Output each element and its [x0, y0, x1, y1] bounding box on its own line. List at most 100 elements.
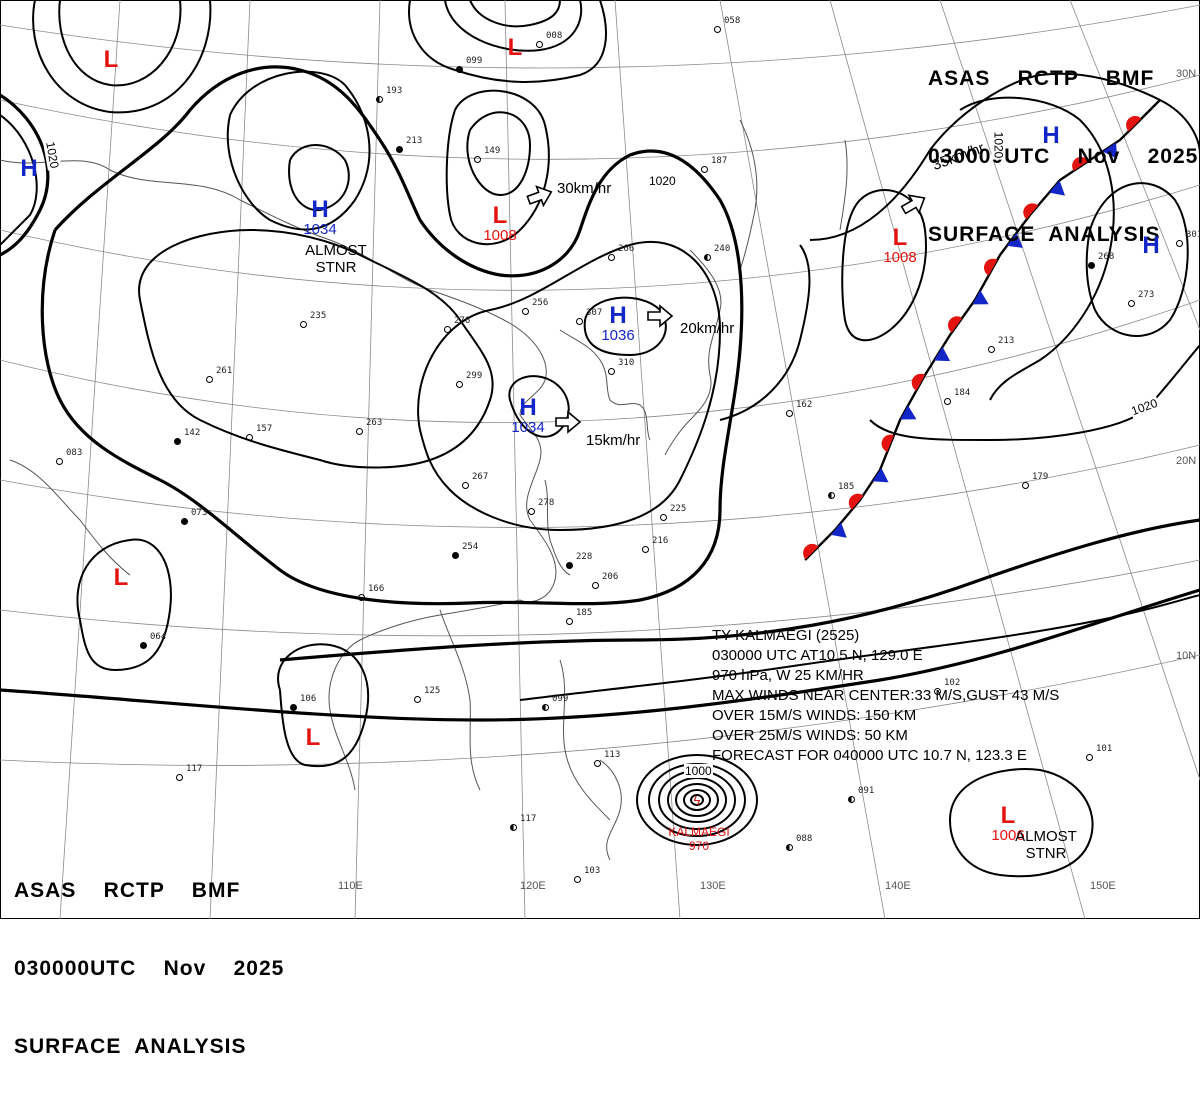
station-reading: 142 — [184, 428, 201, 438]
cold-front-triangle — [972, 290, 989, 305]
station-marker — [246, 434, 253, 441]
station-reading: 301 — [1186, 230, 1200, 240]
station-reading: 261 — [216, 366, 233, 376]
station-marker — [714, 26, 721, 33]
station-marker — [1086, 754, 1093, 761]
station-reading: 273 — [1138, 290, 1155, 300]
station-reading: 058 — [724, 16, 741, 26]
station-reading: 266 — [618, 244, 635, 254]
station-reading: 193 — [386, 86, 403, 96]
station-marker — [786, 410, 793, 417]
movement-speed: 15km/hr — [586, 432, 641, 449]
cold-front-triangle — [1049, 180, 1066, 196]
header-time: 030000UTC Nov 2025 — [928, 145, 1199, 168]
station-reading: 185 — [838, 482, 855, 492]
graticule — [0, 0, 1200, 919]
station-marker — [566, 618, 573, 625]
station-marker — [56, 458, 63, 465]
typhoon-center-pressure: 970 — [688, 839, 710, 853]
station-marker — [462, 482, 469, 489]
stationary-front — [803, 99, 1161, 561]
station-marker — [1022, 482, 1029, 489]
station-marker — [300, 321, 307, 328]
map-header-top: ASAS RCTP BMF 030000UTC Nov 2025 SURFACE… — [928, 14, 1198, 300]
station-reading: 157 — [256, 424, 273, 434]
latitude-label: 10N — [1176, 650, 1197, 662]
station-marker — [576, 318, 583, 325]
longitude-label: 110E — [338, 880, 363, 892]
station-marker — [944, 398, 951, 405]
station-reading: 166 — [368, 584, 385, 594]
station-reading: 310 — [618, 358, 635, 368]
station-marker — [701, 166, 708, 173]
station-marker — [934, 688, 941, 695]
high-pressure-center: H 1034 — [511, 394, 545, 436]
warm-front-semicircle — [848, 493, 864, 510]
warm-front-semicircle — [803, 543, 819, 560]
high-pressure-center: H — [1042, 122, 1060, 149]
warm-front-semicircle — [911, 373, 926, 391]
station-marker — [522, 308, 529, 315]
station-marker — [528, 508, 535, 515]
typhoon-symbol-icon: ϟ — [694, 793, 701, 808]
cold-front-triangle — [934, 346, 951, 362]
station-marker — [206, 376, 213, 383]
station-marker — [536, 41, 543, 48]
station-reading: 213 — [406, 136, 423, 146]
weather-map: ϟ ASAS RCTP BMF 030000UTC Nov 2025 SURFA… — [0, 0, 1200, 1058]
station-reading: 102 — [944, 678, 961, 688]
station-reading: 185 — [576, 608, 593, 618]
station-marker — [176, 774, 183, 781]
station-marker — [290, 704, 297, 711]
warm-front-semicircle — [1126, 115, 1142, 132]
station-reading: 263 — [366, 418, 383, 428]
station-reading: 187 — [711, 156, 728, 166]
station-reading: 099 — [552, 694, 569, 704]
station-reading: 073 — [191, 508, 208, 518]
station-marker — [456, 381, 463, 388]
low-pressure-center: L — [113, 564, 129, 591]
map-header-bottom: ASAS RCTP BMF 030000UTC Nov 2025 SURFACE… — [14, 826, 284, 1112]
latitude-label: 30N — [1176, 68, 1197, 80]
low-pressure-center: L 1006 — [991, 802, 1025, 844]
station-reading: 216 — [652, 536, 669, 546]
station-reading: 184 — [954, 388, 971, 398]
cold-front-triangle — [872, 467, 889, 483]
high-pressure-center: H — [20, 155, 38, 182]
station-marker — [181, 518, 188, 525]
station-reading: 088 — [796, 834, 813, 844]
station-reading: 117 — [186, 764, 203, 774]
longitude-label: 150E — [1090, 880, 1116, 892]
station-marker — [510, 824, 517, 831]
movement-speed: 20km/hr — [680, 320, 735, 337]
station-marker — [174, 438, 181, 445]
station-reading: 103 — [584, 866, 601, 876]
isobar-label: 1020 — [991, 130, 1006, 160]
station-marker — [566, 562, 573, 569]
typhoon-rings — [636, 754, 758, 846]
high-pressure-center: H 1036 — [601, 302, 635, 344]
typhoon-title: TY KALMAEGI (2525) — [712, 627, 860, 644]
station-reading: 307 — [586, 308, 603, 318]
station-marker — [542, 704, 549, 711]
low-pressure-center: L 1008 — [883, 224, 917, 266]
low-pressure-center: L — [103, 46, 119, 73]
header-title: SURFACE ANALYSIS — [928, 223, 1161, 246]
station-reading: 162 — [796, 400, 813, 410]
low-pressure-center: L 1008 — [483, 202, 517, 244]
warm-front-semicircle — [1072, 156, 1089, 171]
typhoon-pressure-motion: 970 hPa, W 25 KM/HR — [712, 667, 864, 684]
station-marker — [396, 146, 403, 153]
movement-note: ALMOST STNR — [1015, 828, 1077, 862]
station-reading: 179 — [1032, 472, 1049, 482]
station-reading: 106 — [300, 694, 317, 704]
typhoon-position: 030000 UTC AT10.5 N, 129.0 E — [712, 647, 923, 664]
station-reading: 125 — [424, 686, 441, 696]
station-reading: 091 — [858, 786, 875, 796]
station-marker — [704, 254, 711, 261]
header-time: 030000UTC Nov 2025 — [14, 957, 285, 980]
station-reading: 278 — [538, 498, 555, 508]
warm-front-semicircle — [1023, 203, 1039, 220]
station-reading: 008 — [546, 31, 563, 41]
typhoon-25ms-radius: OVER 25M/S WINDS: 50 KM — [712, 727, 908, 744]
